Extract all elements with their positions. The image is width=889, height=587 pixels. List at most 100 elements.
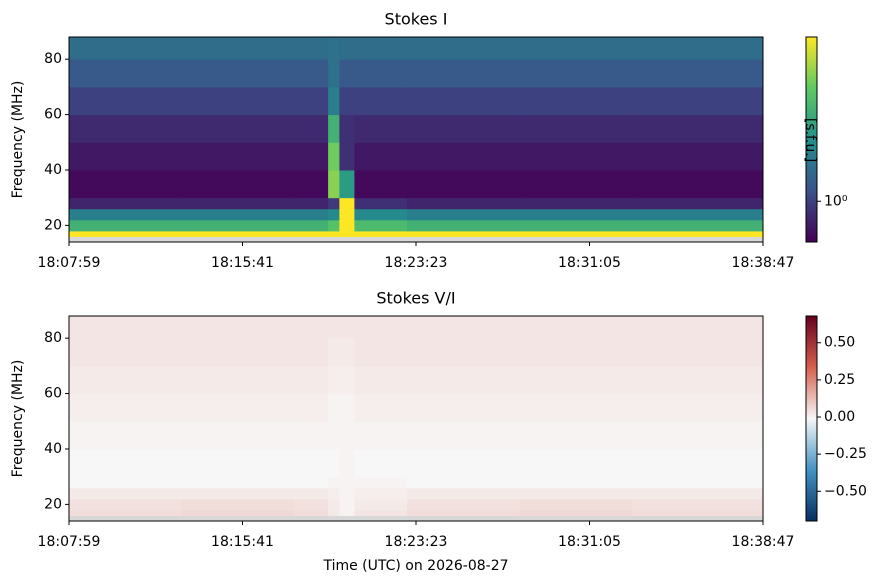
heatmap-cell [328, 142, 340, 171]
heatmap-cell [406, 487, 521, 500]
heatmap-cell [354, 421, 408, 450]
heatmap-cell [294, 498, 329, 511]
heatmap-cell [339, 338, 355, 367]
heatmap-cell [181, 476, 295, 489]
heatmap-cell [632, 509, 764, 516]
heatmap-cell [339, 197, 355, 210]
plot-background [69, 515, 763, 521]
heatmap-cell [339, 208, 355, 221]
colorbar-tick-label: 0.50 [824, 335, 855, 351]
heatmap-cell [519, 59, 633, 88]
panel-title: Stokes I [385, 10, 448, 29]
heatmap-cell [181, 142, 295, 171]
heatmap-cell [354, 487, 408, 500]
x-tick-label: 18:15:41 [211, 534, 274, 550]
y-tick-label: 60 [44, 386, 62, 402]
heatmap-cell [354, 114, 408, 143]
heatmap-cell [294, 393, 329, 422]
colorbar-tick-label: −0.25 [824, 446, 867, 462]
heatmap-cell [406, 86, 521, 116]
heatmap-cell [632, 476, 764, 489]
heatmap-cell [406, 230, 521, 237]
heatmap-cell [339, 487, 355, 500]
heatmap-cell [354, 37, 408, 60]
heatmap-cell [69, 59, 183, 88]
heatmap-cell [354, 448, 408, 478]
heatmap-cell [339, 393, 355, 422]
heatmap-cell [294, 421, 329, 450]
heatmap-cell [632, 487, 764, 500]
heatmap-cell [69, 230, 183, 237]
x-tick-label: 18:23:23 [385, 255, 448, 271]
heatmap-cell [519, 37, 633, 60]
heatmap-cell [632, 230, 764, 237]
heatmap-cell [294, 365, 329, 395]
heatmap-cell [339, 86, 355, 116]
heatmap-cell [294, 230, 329, 237]
heatmap-cell [328, 421, 340, 450]
heatmap-cell [69, 365, 183, 395]
heatmap-cell [354, 393, 408, 422]
heatmap-cell [339, 448, 355, 478]
heatmap-cell [354, 365, 408, 395]
y-tick-label: 80 [44, 330, 62, 346]
heatmap-cell [519, 208, 633, 221]
heatmap-cell [328, 487, 340, 500]
heatmap-cell [406, 509, 521, 516]
heatmap-cell [294, 37, 329, 60]
heatmap-cell [519, 197, 633, 210]
heatmap-cell [632, 498, 764, 511]
heatmap-cell [519, 114, 633, 143]
heatmap-cell [632, 338, 764, 367]
heatmap-cell [294, 197, 329, 210]
heatmap-cell [328, 59, 340, 88]
colorbar-tick-label: 0.00 [824, 409, 855, 425]
heatmap-cell [69, 37, 183, 60]
heatmap-cell [181, 208, 295, 221]
heatmap-cell [328, 448, 340, 478]
x-tick-label: 18:31:05 [558, 534, 621, 550]
heatmap-cell [354, 316, 408, 339]
heatmap-cell [354, 498, 408, 511]
heatmap-cell [406, 219, 521, 232]
heatmap-cell [519, 219, 633, 232]
y-axis-label: Frequency (MHz) [10, 81, 26, 199]
x-tick-label: 18:15:41 [211, 255, 274, 271]
heatmap-cell [632, 208, 764, 221]
heatmap-cell [519, 230, 633, 237]
heatmap-cell [294, 59, 329, 88]
heatmap-cell [181, 421, 295, 450]
colorbar-tick-label: 0.25 [824, 372, 855, 388]
x-tick-label: 18:07:59 [38, 255, 101, 271]
heatmap-cell [181, 487, 295, 500]
heatmap-cell [294, 208, 329, 221]
heatmap-cell [69, 169, 183, 199]
x-tick-label: 18:07:59 [38, 534, 101, 550]
heatmap-cell [69, 114, 183, 143]
heatmap-cell [181, 509, 295, 516]
heatmap-cell [354, 476, 408, 489]
heatmap-cell [69, 509, 183, 516]
heatmap-cell [294, 509, 329, 516]
heatmap-cell [519, 338, 633, 367]
heatmap-cell [328, 219, 340, 232]
heatmap-cell [69, 421, 183, 450]
heatmap-cell [339, 421, 355, 450]
heatmap-cell [339, 219, 355, 232]
heatmap-cell [519, 509, 633, 516]
heatmap-cell [181, 316, 295, 339]
y-tick-label: 40 [44, 441, 62, 457]
heatmap-cell [181, 114, 295, 143]
heatmap-cell [328, 316, 340, 339]
heatmap-cell [406, 114, 521, 143]
heatmap-cell [339, 59, 355, 88]
heatmap-cell [181, 59, 295, 88]
heatmap-cell [69, 448, 183, 478]
heatmap-cell [632, 169, 764, 199]
heatmap-cell [406, 421, 521, 450]
heatmap-cell [181, 230, 295, 237]
colorbar [805, 315, 818, 522]
heatmap-cell [294, 476, 329, 489]
heatmap-cell [519, 169, 633, 199]
